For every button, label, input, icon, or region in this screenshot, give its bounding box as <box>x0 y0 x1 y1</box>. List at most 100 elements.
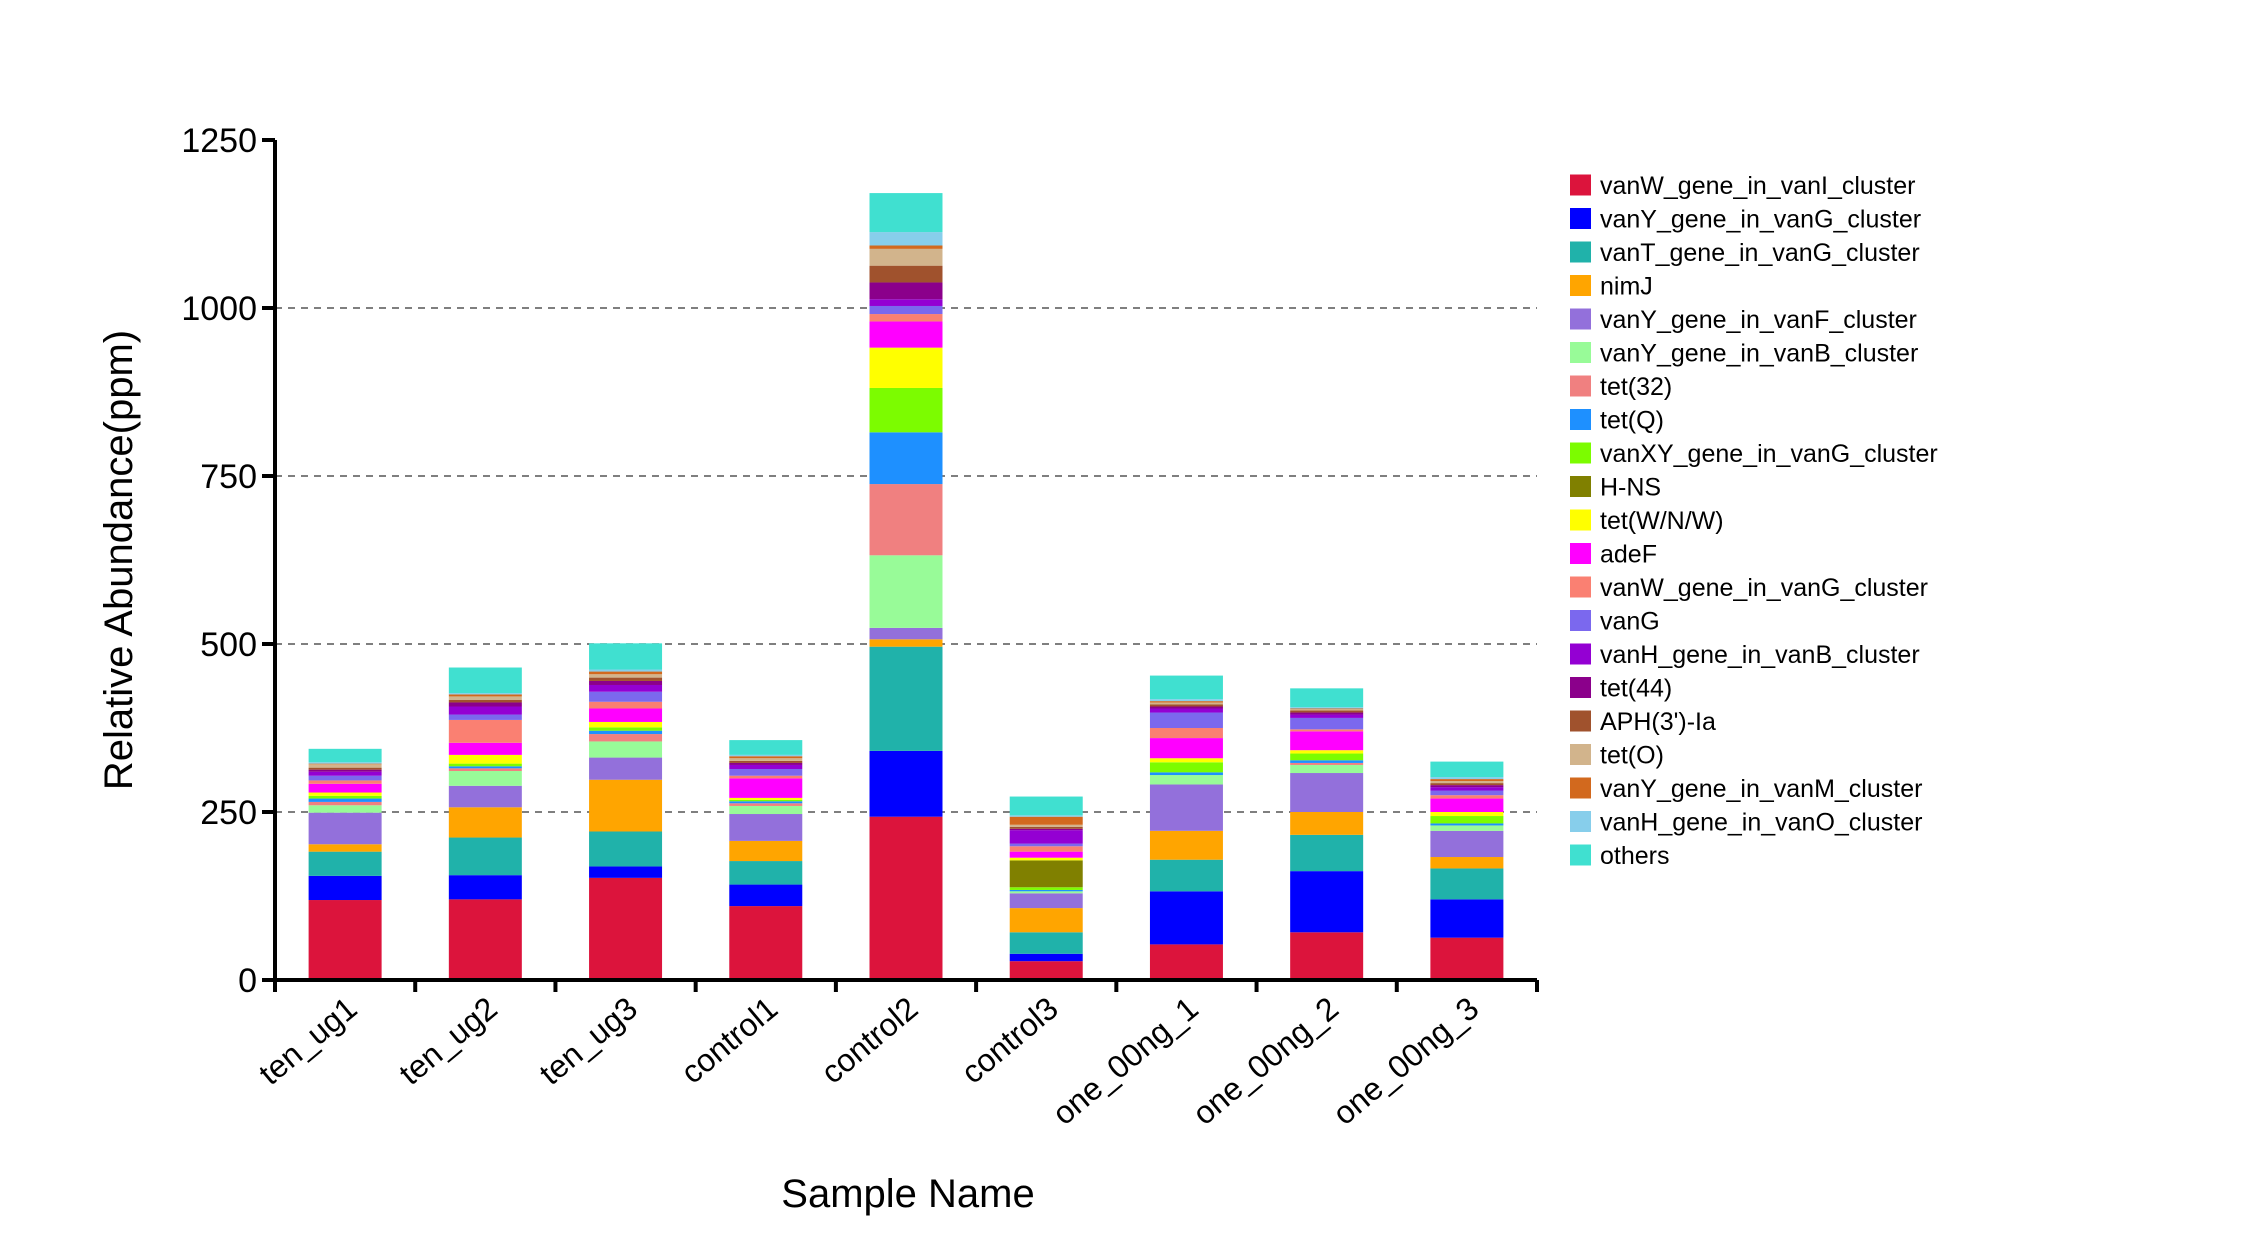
bar-segment-one_00ng_2-1 <box>1290 871 1364 933</box>
bar-segment-ten_ug1-20 <box>308 748 382 763</box>
bar-segment-control1-2 <box>729 861 803 885</box>
bar-segment-one_00ng_3-0 <box>1430 937 1504 980</box>
bar-segment-ten_ug3-12 <box>589 701 663 709</box>
bar-segment-ten_ug3-5 <box>589 741 663 758</box>
bar-segment-control2-18 <box>869 245 943 249</box>
bar-segment-control2-4 <box>869 627 943 640</box>
bar-segment-ten_ug3-10 <box>589 721 663 728</box>
x-tick-label: control3 <box>954 990 1064 1091</box>
y-tick-label: 0 <box>238 962 257 1000</box>
x-tick-label: one_00ng_3 <box>1326 990 1485 1132</box>
bar-segment-control2-20 <box>869 193 943 233</box>
bar-segment-one_00ng_2-5 <box>1290 764 1364 774</box>
bar-segment-one_00ng_3-11 <box>1430 798 1504 812</box>
bar-segment-ten_ug1-19 <box>308 762 382 764</box>
bar-segment-one_00ng_2-2 <box>1290 834 1364 872</box>
bar-segment-one_00ng_3-17 <box>1430 781 1504 784</box>
bar-segment-ten_ug3-18 <box>589 671 663 675</box>
bar-segment-one_00ng_1-11 <box>1149 738 1223 759</box>
bar-segment-control1-14 <box>729 764 803 769</box>
bar-segment-control2-10 <box>869 347 943 388</box>
bar-segment-one_00ng_3-19 <box>1430 777 1504 780</box>
bar-segment-one_00ng_3-3 <box>1430 857 1504 869</box>
bar-segment-ten_ug3-3 <box>589 779 663 832</box>
bars <box>308 193 1504 980</box>
legend-swatch <box>1570 744 1591 765</box>
bar-segment-control2-3 <box>869 639 943 647</box>
legend-label: vanY_gene_in_vanM_cluster <box>1600 775 1922 803</box>
bar-segment-control1-8 <box>729 799 803 802</box>
x-ticks: ten_ug1 ten_ug2 ten_ug3 control1 control2 con… <box>252 980 1539 1132</box>
bar-segment-control2-0 <box>869 816 943 980</box>
legend-label: tet(O) <box>1600 742 1664 770</box>
bar-segment-control2-14 <box>869 299 943 306</box>
bar-segment-one_00ng_1-14 <box>1149 708 1223 713</box>
legend-label: tet(32) <box>1600 373 1672 401</box>
legend-label: tet(44) <box>1600 675 1672 703</box>
bar-segment-control3-12 <box>1009 846 1083 852</box>
y-tick-label: 250 <box>200 794 257 832</box>
bar-segment-control1-20 <box>729 740 803 755</box>
x-axis-title: Sample Name <box>781 1172 1034 1216</box>
bar-segment-one_00ng_3-7 <box>1430 823 1504 826</box>
x-tick-label: control2 <box>814 990 924 1091</box>
legend-label: others <box>1600 842 1669 870</box>
bar-segment-control1-11 <box>729 778 803 798</box>
bar-segment-ten_ug2-10 <box>448 754 522 764</box>
bar-segment-control1-15 <box>729 762 803 765</box>
axes <box>273 140 1537 982</box>
bar-segment-ten_ug2-19 <box>448 693 522 695</box>
legend-label: vanY_gene_in_vanB_cluster <box>1600 340 1918 368</box>
bar-segment-ten_ug3-19 <box>589 669 663 672</box>
legend-label: vanY_gene_in_vanG_cluster <box>1600 206 1921 234</box>
bar-segment-ten_ug3-7 <box>589 730 663 735</box>
bar-segment-control1-18 <box>729 756 803 759</box>
bar-segment-one_00ng_3-14 <box>1430 787 1504 791</box>
bar-segment-control2-7 <box>869 432 943 485</box>
bar-segment-ten_ug1-13 <box>308 775 382 781</box>
bar-segment-one_00ng_3-8 <box>1430 816 1504 824</box>
bar-segment-one_00ng_2-11 <box>1290 731 1364 751</box>
bar-segment-control3-14 <box>1009 830 1083 844</box>
bar-segment-one_00ng_1-0 <box>1149 944 1223 980</box>
legend-label: APH(3')-Ia <box>1600 708 1716 736</box>
bar-segment-ten_ug2-18 <box>448 694 522 697</box>
bar-segment-one_00ng_2-8 <box>1290 753 1364 761</box>
x-tick-label: one_00ng_2 <box>1186 990 1345 1132</box>
legend: vanW_gene_in_vanI_cluster vanY_gene_in_va… <box>1570 172 1938 870</box>
bar-segment-one_00ng_2-13 <box>1290 717 1364 730</box>
legend-swatch <box>1570 777 1591 799</box>
legend-label: nimJ <box>1600 273 1653 301</box>
bar-segment-control3-4 <box>1009 893 1083 909</box>
bar-segment-one_00ng_1-19 <box>1149 699 1223 702</box>
bar-segment-ten_ug2-16 <box>448 699 522 703</box>
bar-segment-one_00ng_1-15 <box>1149 706 1223 709</box>
bar-segment-control3-1 <box>1009 953 1083 962</box>
bar-segment-one_00ng_2-12 <box>1290 729 1364 732</box>
legend-swatch <box>1570 576 1591 598</box>
legend-label: vanY_gene_in_vanF_cluster <box>1600 306 1917 334</box>
bar-segment-control3-13 <box>1009 843 1083 847</box>
bar-segment-control3-11 <box>1009 851 1083 858</box>
bar-segment-ten_ug1-8 <box>308 795 382 799</box>
bar-segment-control2-17 <box>869 248 943 266</box>
x-tick-label: control1 <box>674 990 784 1091</box>
bar-segment-one_00ng_3-5 <box>1430 825 1504 831</box>
legend-label: vanW_gene_in_vanI_cluster <box>1600 172 1915 200</box>
bar-segment-ten_ug1-4 <box>308 812 382 845</box>
bar-segment-control1-1 <box>729 884 803 907</box>
bar-segment-one_00ng_3-13 <box>1430 790 1504 796</box>
legend-label: H-NS <box>1600 474 1661 502</box>
legend-swatch <box>1570 342 1591 363</box>
x-tick-label: ten_ug1 <box>252 990 364 1092</box>
legend-label: vanG <box>1600 608 1660 636</box>
bar-segment-one_00ng_1-4 <box>1149 784 1223 831</box>
bar-segment-control1-5 <box>729 805 803 815</box>
bar-segment-ten_ug3-0 <box>589 877 663 980</box>
bar-segment-control3-10 <box>1009 857 1083 861</box>
legend-label: vanH_gene_in_vanO_cluster <box>1600 809 1922 837</box>
legend-swatch <box>1570 610 1591 631</box>
bar-segment-ten_ug3-1 <box>589 866 663 878</box>
bar-segment-one_00ng_3-2 <box>1430 868 1504 900</box>
bar-segment-one_00ng_2-0 <box>1290 932 1364 980</box>
